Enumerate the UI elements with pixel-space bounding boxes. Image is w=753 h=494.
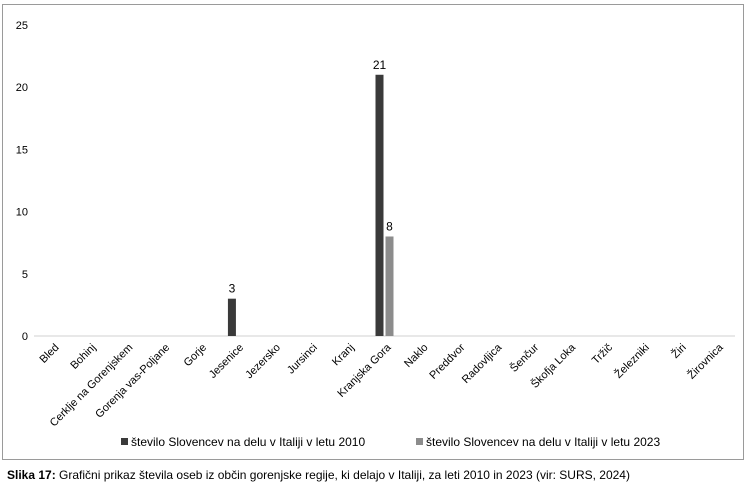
y-tick-label: 15 <box>16 144 28 156</box>
x-tick-label: Jezersko <box>243 342 283 382</box>
x-tick-label: Železniki <box>612 341 652 381</box>
x-tick-label: Jursinci <box>285 342 320 377</box>
caption-text: Grafični prikaz števila oseb iz občin go… <box>55 468 630 482</box>
legend-swatch <box>416 438 423 445</box>
data-label: 8 <box>386 219 393 233</box>
y-tick-label: 20 <box>16 82 28 94</box>
x-tick-label: Šenčur <box>507 341 541 375</box>
legend-label: število Slovencev na delu v Italiji v le… <box>131 435 365 449</box>
legend-swatch <box>121 438 128 445</box>
x-tick-label: Gorenja vas-Poljane <box>93 342 172 421</box>
y-tick-label: 10 <box>16 207 28 219</box>
x-tick-label: Bled <box>38 342 62 366</box>
figure-caption: Slika 17: Grafični prikaz števila oseb i… <box>7 468 630 482</box>
data-label: 3 <box>229 282 236 296</box>
x-tick-label: Kranj <box>330 342 357 369</box>
chart-frame: 0 5 10 15 20 25 3 21 8 Bled Bohinj Cerklje na Goren… <box>2 4 744 460</box>
y-tick-label: 0 <box>22 331 28 343</box>
x-tick-label: Gorje <box>182 342 210 370</box>
legend-label: število Slovencev na delu v Italiji v le… <box>426 435 660 449</box>
bar <box>227 298 236 336</box>
y-tick-label: 25 <box>16 20 28 32</box>
bar <box>375 74 384 336</box>
x-tick-label: Žirovnica <box>685 340 726 381</box>
bar <box>385 236 394 336</box>
data-label: 21 <box>373 58 387 72</box>
caption-label: Slika 17: <box>7 468 56 482</box>
x-tick-label: Naklo <box>402 342 430 370</box>
x-tick-label: Radovljica <box>460 341 505 386</box>
x-tick-label: Jesenice <box>207 342 246 381</box>
x-tick-label: Žiri <box>669 341 689 361</box>
x-tick-label: Tržič <box>590 341 615 366</box>
x-tick-label: Bohinj <box>68 342 98 372</box>
y-tick-label: 5 <box>22 269 28 281</box>
